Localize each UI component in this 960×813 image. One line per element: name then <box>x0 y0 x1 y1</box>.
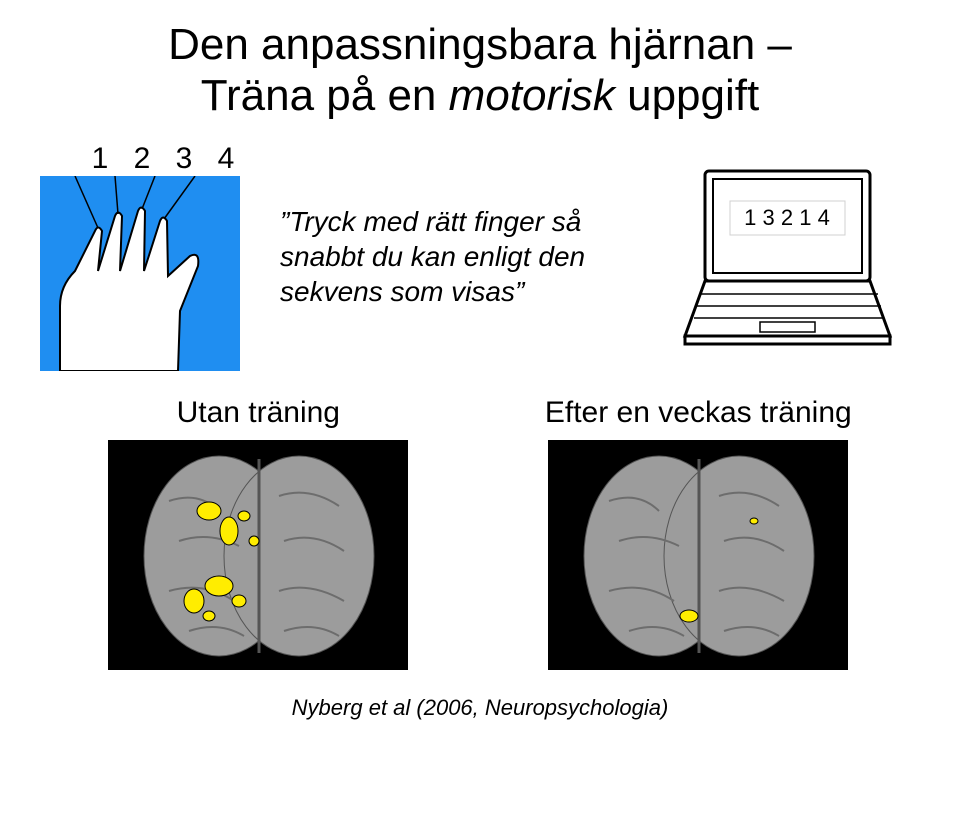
brain-left-label: Utan träning <box>177 396 340 430</box>
activation-blob <box>750 518 758 524</box>
activation-blob <box>197 502 221 520</box>
activation-blob <box>680 610 698 622</box>
brain-right-box <box>548 440 848 670</box>
brain-right-label: Efter en veckas träning <box>545 396 852 430</box>
finger-number-labels: 1 2 3 4 <box>90 142 236 176</box>
brain-left-box <box>108 440 408 670</box>
slide-title: Den anpassningsbara hjärnan – Träna på e… <box>40 20 920 121</box>
activation-blob <box>220 517 238 545</box>
finger-num-1: 1 <box>90 142 110 176</box>
finger-num-3: 3 <box>174 142 194 176</box>
slide: Den anpassningsbara hjärnan – Träna på e… <box>0 0 960 813</box>
close-quote: ” <box>515 276 524 307</box>
row-task: 1 2 3 4 ”Tryck med rätt finger så snabbt… <box>40 146 920 366</box>
open-quote: ” <box>280 206 289 237</box>
brain-left-svg <box>109 441 408 670</box>
activation-blob <box>232 595 246 607</box>
brain-right-hemi-r <box>664 456 814 656</box>
brain-left-col: Utan träning <box>108 396 408 670</box>
laptop-icon: 1 3 2 1 4 <box>680 166 895 346</box>
brain-right-svg <box>549 441 848 670</box>
finger-diagram: 1 2 3 4 <box>40 146 250 366</box>
instruction-body: Tryck med rätt finger så snabbt du kan e… <box>280 206 585 307</box>
title-line2-italic: motorisk <box>449 71 615 120</box>
activation-blob <box>184 589 204 613</box>
title-line1: Den anpassningsbara hjärnan – <box>168 20 792 69</box>
finger-num-4: 4 <box>216 142 236 176</box>
activation-blob <box>203 611 215 621</box>
instruction-text: ”Tryck med rätt finger så snabbt du kan … <box>280 204 650 309</box>
activation-blob <box>205 576 233 596</box>
row-brains: Utan träning Efter en veckas träning <box>40 396 920 670</box>
citation: Nyberg et al (2006, Neuropsychologia) <box>40 695 920 721</box>
brain-right-col: Efter en veckas träning <box>545 396 852 670</box>
hand-svg <box>40 176 240 371</box>
title-line2-post: uppgift <box>615 71 759 120</box>
screen-sequence: 1 3 2 1 4 <box>744 205 830 230</box>
activation-blob <box>238 511 250 521</box>
brain-left-hemi-r <box>224 456 374 656</box>
activation-blob <box>249 536 259 546</box>
title-line2-pre: Träna på en <box>201 71 449 120</box>
finger-num-2: 2 <box>132 142 152 176</box>
